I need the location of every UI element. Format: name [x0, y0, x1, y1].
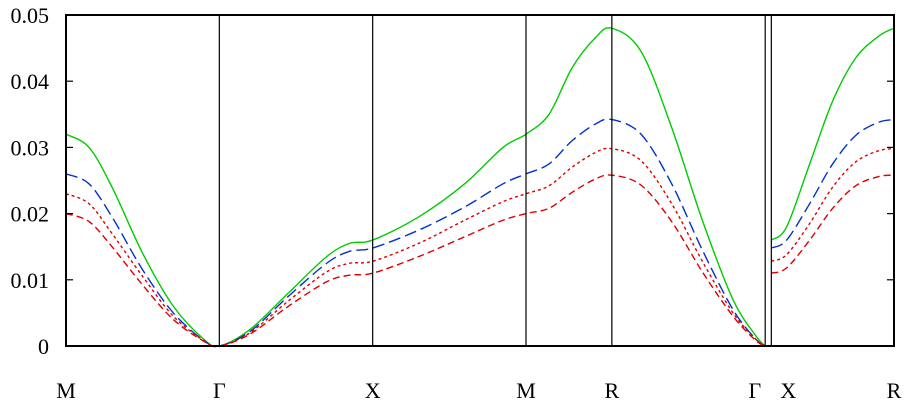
y-axis: 0 0.01 0.02 0.03 0.04 0.05	[11, 3, 894, 359]
x-tick-label: Γ	[748, 378, 761, 403]
series-3-line-0	[65, 174, 766, 348]
x-tick-label: M	[516, 378, 536, 403]
series-2-line-1	[771, 148, 895, 262]
series-2-line-0	[65, 147, 766, 348]
series-3-line-1	[771, 174, 895, 274]
x-tick-label: R	[605, 378, 620, 403]
y-tick-label: 0.04	[11, 69, 50, 94]
y-tick-label: 0.03	[11, 135, 50, 160]
series-0-line-1	[770, 27, 895, 241]
y-tick-label: 0.02	[11, 202, 50, 227]
x-tick-label: M	[56, 378, 76, 403]
series-1-line-0	[65, 118, 766, 348]
plot-frame	[65, 14, 895, 347]
x-tick-label: Γ	[213, 378, 226, 403]
y-tick-label: 0.01	[11, 268, 50, 293]
y-tick-label: 0.05	[11, 3, 50, 28]
series-1-line-1	[771, 118, 895, 249]
series-group	[65, 27, 895, 348]
x-tick-label: R	[887, 378, 902, 403]
x-tick-label: X	[780, 378, 796, 403]
y-tick-label: 0	[38, 334, 49, 359]
x-tick-label: X	[365, 378, 381, 403]
series-0-line-0	[65, 27, 766, 348]
high-symmetry-lines	[218, 15, 772, 346]
